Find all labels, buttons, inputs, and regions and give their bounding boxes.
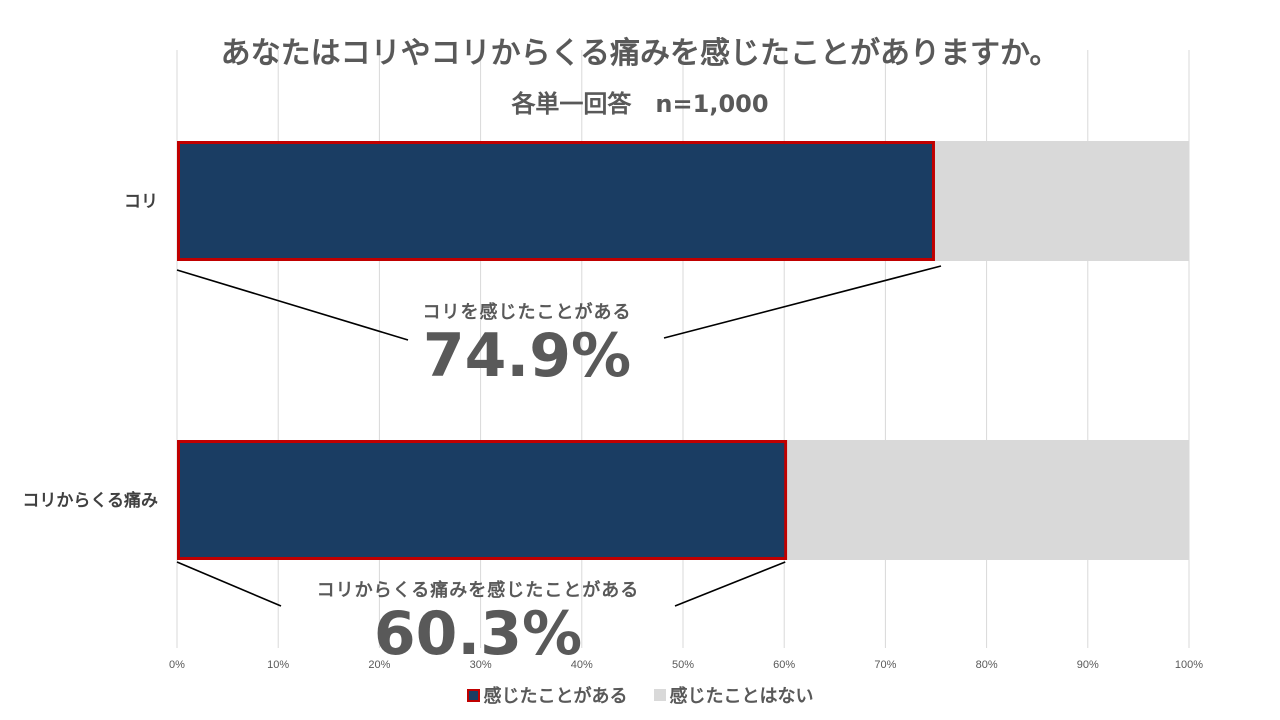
x-tick-label: 10% xyxy=(267,659,289,671)
chart-title: あなたはコリやコリからくる痛みを感じたことがありますか。 xyxy=(220,36,1060,71)
callout-value: 74.9% xyxy=(422,321,632,391)
bar-not-experienced xyxy=(787,440,1189,560)
callout-lines xyxy=(176,265,942,607)
x-axis-tick-labels: 0% 10% 20% 30% 40% 50% 60% 70% 80% 90% 100% xyxy=(169,659,1203,671)
bar-experienced xyxy=(177,440,788,560)
legend-swatch xyxy=(466,688,480,702)
x-tick-label: 0% xyxy=(169,659,185,671)
x-tick-label: 80% xyxy=(976,659,998,671)
callout-leader-line xyxy=(663,265,942,339)
legend-swatch xyxy=(653,689,666,701)
x-tick-label: 50% xyxy=(672,659,694,671)
y-category-label: コリ xyxy=(124,192,158,212)
callout-value: 60.3% xyxy=(373,599,583,669)
bars xyxy=(177,141,1189,560)
callout-label: コリからくる痛みを感じたことがある xyxy=(316,580,640,601)
callout-label: コリを感じたことがある xyxy=(422,302,632,323)
bar-experienced xyxy=(177,141,935,261)
legend-item-no: 感じたことはない xyxy=(653,682,814,708)
x-tick-label: 60% xyxy=(773,659,795,671)
x-tick-label: 30% xyxy=(470,659,492,671)
chart-subtitle: 各単一回答 n=1,000 xyxy=(511,90,769,118)
callout-koli-pain: コリからくる痛みを感じたことがある 60.3% xyxy=(278,576,678,664)
legend-item-yes: 感じたことがある xyxy=(466,682,628,708)
legend-label: 感じたことはない xyxy=(669,686,814,707)
callout-leader-line xyxy=(176,561,282,607)
legend: 感じたことがある 感じたことはない xyxy=(0,682,1280,708)
callout-leader-line xyxy=(674,561,786,607)
y-category-label: コリからくる痛み xyxy=(22,490,158,511)
callout-koli: コリを感じたことがある 74.9% xyxy=(377,298,677,386)
callout-leader-line xyxy=(176,269,409,341)
x-tick-label: 100% xyxy=(1175,659,1203,671)
x-tick-label: 40% xyxy=(571,659,593,671)
x-tick-label: 70% xyxy=(874,659,896,671)
x-tick-label: 90% xyxy=(1077,659,1099,671)
bar-not-experienced xyxy=(934,141,1189,261)
x-tick-label: 20% xyxy=(368,659,390,671)
legend-label: 感じたことがある xyxy=(483,686,628,707)
